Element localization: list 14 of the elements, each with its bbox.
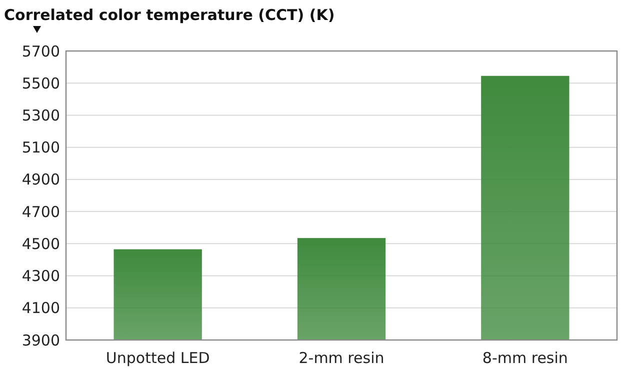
y-tick-label: 3900 (22, 331, 60, 350)
chart-title: Correlated color temperature (CCT) (K) (4, 6, 335, 24)
y-tick-label: 4500 (22, 234, 60, 253)
x-tick-label: 2-mm resin (298, 349, 384, 367)
y-tick-label: 4300 (22, 267, 60, 286)
y-tick-label: 5500 (22, 74, 60, 92)
y-tick-label: 4100 (22, 299, 60, 318)
x-tick-label: Unpotted LED (106, 349, 210, 367)
y-tick-label: 5700 (22, 42, 60, 60)
y-tick-label: 5100 (22, 138, 60, 157)
y-tick-label: 5300 (22, 106, 60, 124)
y-tick-label: 4900 (22, 170, 60, 189)
x-tick-label: 8-mm resin (482, 349, 568, 367)
y-tick-label: 4700 (22, 202, 60, 221)
